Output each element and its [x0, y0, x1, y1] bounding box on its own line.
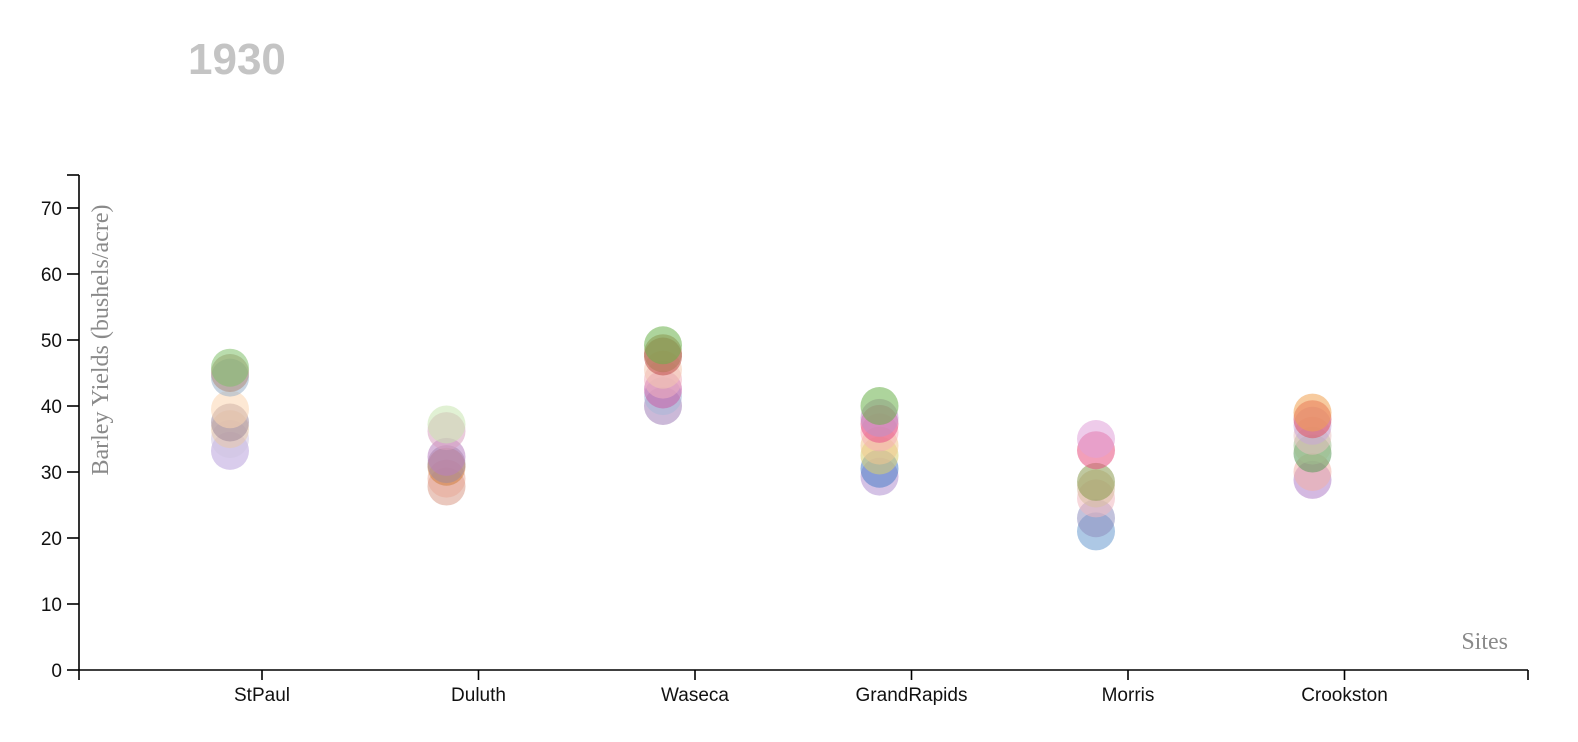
data-point	[644, 326, 682, 365]
data-point	[1077, 420, 1115, 458]
y-tick-label: 30	[41, 463, 62, 484]
x-axis: StPaul Duluth Waseca GrandRapids Morris Crook…	[78, 669, 1529, 706]
data-point	[211, 390, 249, 429]
x-tick-label: Waseca	[661, 685, 729, 706]
y-tick-label: 20	[41, 529, 62, 550]
data-point	[860, 387, 899, 425]
y-tick-label: 50	[41, 331, 62, 352]
chart-title: 1930	[188, 35, 286, 84]
data-point	[1293, 393, 1332, 432]
data-point	[1077, 462, 1115, 501]
x-axis-title: Sites	[1461, 629, 1508, 655]
y-tick-label: 60	[41, 265, 62, 286]
y-tick-label: 70	[41, 199, 62, 220]
x-tick-label: Crookston	[1301, 685, 1388, 706]
y-axis: 0 10 20 30 40 50 60 70	[41, 174, 80, 682]
y-tick-label: 40	[41, 397, 62, 418]
x-tick-label: Morris	[1102, 685, 1155, 706]
y-tick-label: 10	[41, 595, 62, 616]
y-axis-title: Barley Yields (bushels/acre)	[88, 204, 114, 475]
data-points	[211, 326, 1332, 551]
data-point	[427, 405, 466, 444]
x-tick-label: StPaul	[234, 685, 290, 706]
y-tick-label: 0	[51, 661, 62, 682]
x-tick-label: Duluth	[451, 685, 506, 706]
x-tick-label: GrandRapids	[856, 685, 968, 706]
data-point	[211, 348, 249, 387]
